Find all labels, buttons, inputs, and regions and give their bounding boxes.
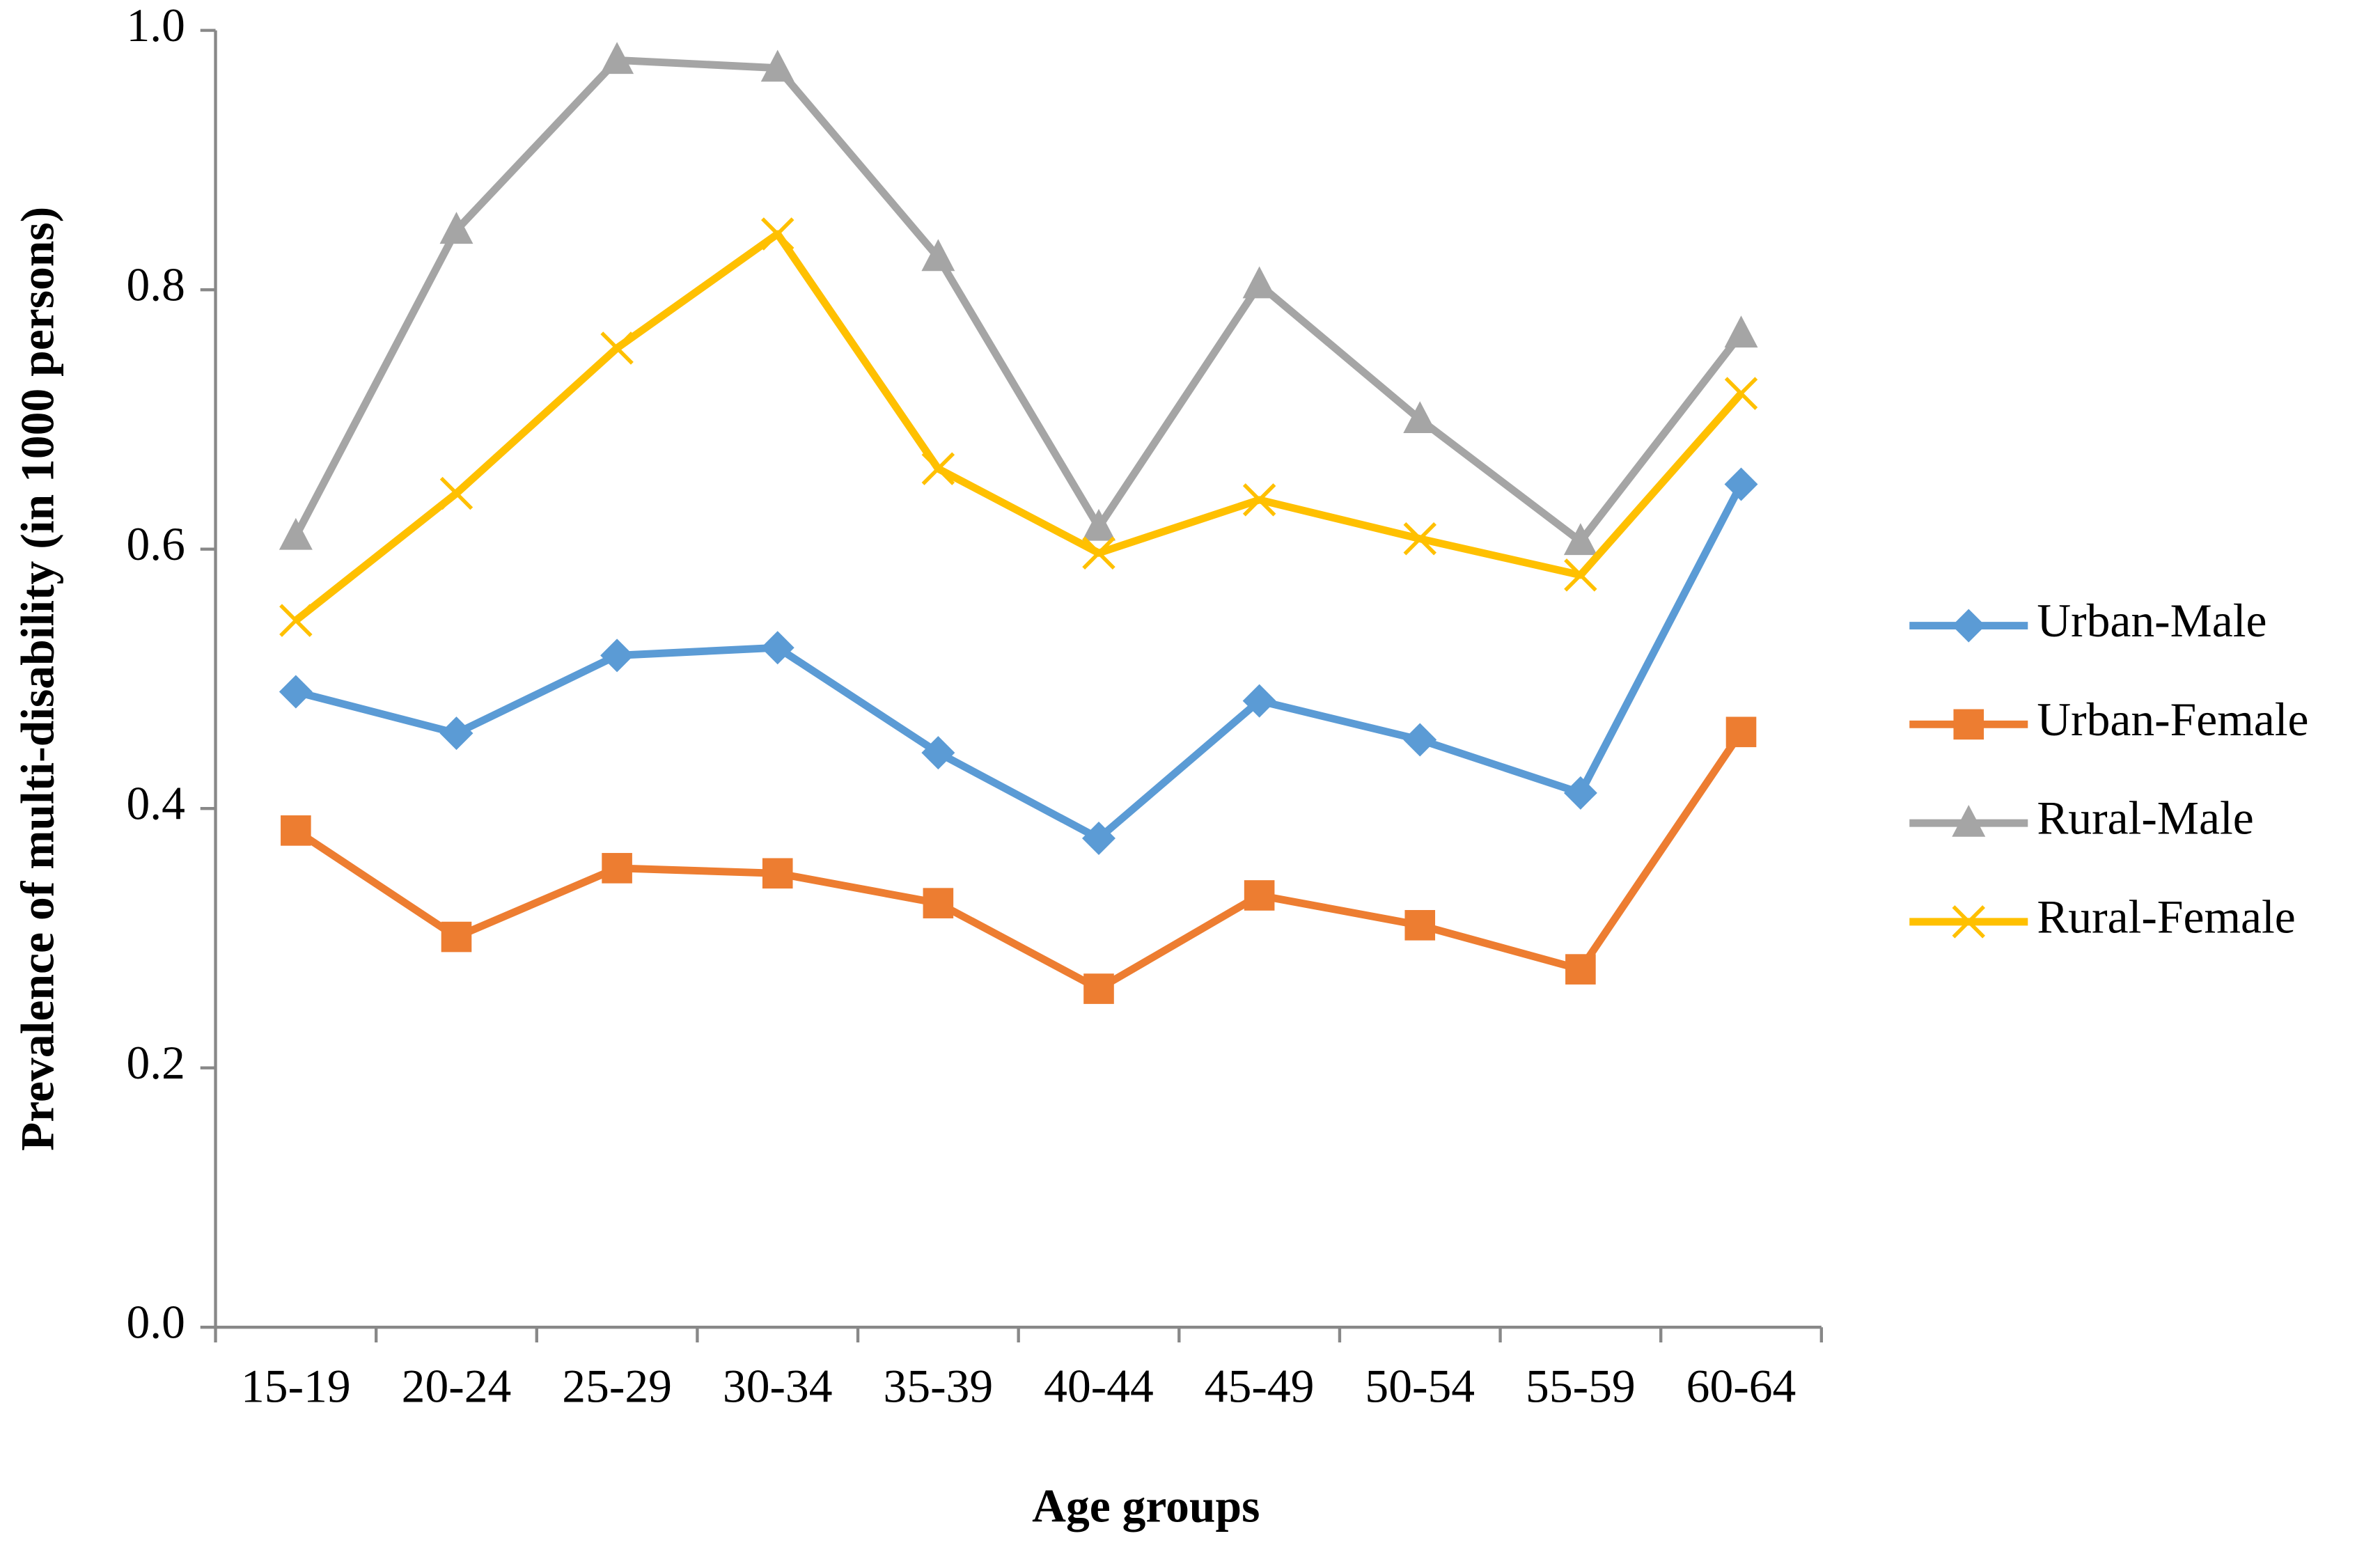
data-point [600,331,634,365]
x-tick-label: 50-54 [1365,1360,1475,1412]
y-tick-label: 1.0 [126,0,185,52]
data-point [279,517,313,550]
data-point [439,716,473,751]
legend-label: Urban-Male [2037,595,2267,647]
data-point [1082,822,1115,856]
data-point [1724,467,1758,501]
data-point [602,853,632,884]
data-point [1404,909,1436,941]
data-point [923,888,954,918]
data-point [1242,266,1276,299]
data-point [279,675,313,709]
data-point [1242,684,1276,718]
data-point [1244,880,1275,911]
data-point [921,452,955,485]
data-point [1724,377,1758,410]
x-tick-label: 20-24 [402,1360,512,1412]
series-line [293,230,1744,624]
data-point [1563,523,1597,556]
x-tick-label: 35-39 [884,1360,994,1412]
y-tick-label: 0.0 [126,1296,185,1349]
x-tick-label: 15-19 [241,1360,351,1412]
data-point [1082,536,1115,570]
legend-marker [1952,804,1986,837]
data-point [1403,723,1437,757]
data-point [1403,522,1436,556]
data-point [281,815,311,846]
data-point [279,604,313,637]
data-point [1724,315,1758,348]
series-line [295,483,1745,842]
legend-label: Rural-Male [2037,792,2253,845]
y-tick-label: 0.6 [126,518,185,570]
data-point [1242,483,1276,517]
data-point [1083,973,1114,1004]
x-tick-label: 30-34 [723,1360,833,1412]
data-point [1082,508,1115,541]
legend-label: Urban-Female [2037,693,2308,746]
data-point [760,631,794,665]
data-point [762,858,793,889]
data-point [439,476,473,510]
legend-marker [1952,609,1986,643]
legend-marker [1953,709,1984,740]
x-tick-label: 55-59 [1526,1360,1636,1412]
legend-label: Rural-Female [2037,891,2295,943]
x-tick-label: 45-49 [1205,1360,1315,1412]
y-axis-title: Prevalence of multi-disability (in 1000 … [12,207,64,1151]
y-tick-label: 0.4 [126,778,185,830]
data-point [760,49,794,82]
data-point [1725,716,1757,748]
data-point [439,212,473,244]
y-tick-label: 0.8 [126,259,185,311]
y-tick-label: 0.2 [126,1037,185,1089]
data-point [1564,558,1597,592]
data-point [1565,954,1596,985]
x-tick-label: 60-64 [1686,1360,1796,1412]
data-point [600,42,634,75]
x-tick-label: 25-29 [562,1360,672,1412]
x-axis-title: Age groups [1032,1480,1260,1533]
data-point [921,239,955,272]
data-point [761,217,794,251]
x-tick-label: 40-44 [1044,1360,1154,1412]
data-point [1403,401,1437,434]
data-point [1563,776,1597,810]
data-point [600,638,634,673]
data-point [921,736,955,770]
legend-marker [1952,905,1985,939]
data-point [441,921,472,953]
series-line [292,56,1744,545]
series-line [293,730,1745,993]
